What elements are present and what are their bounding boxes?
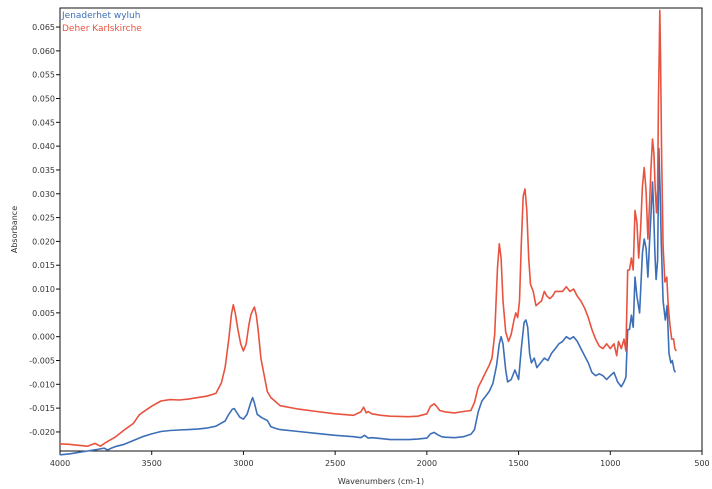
y-tick-label: 0.055 <box>32 71 55 80</box>
x-tick-label: 1500 <box>508 459 528 468</box>
y-tick-label: 0.010 <box>32 285 55 294</box>
y-tick-label: 0.050 <box>32 95 55 104</box>
y-tick-label: 0.045 <box>32 118 55 127</box>
legend: Jenaderhet wyluh Deher Karlskirche <box>61 11 142 34</box>
legend-entry-jenaderhet-wyluh: Jenaderhet wyluh <box>61 11 140 21</box>
y-axis-title: Absorbance <box>10 206 19 253</box>
x-tick-label: 500 <box>694 459 709 468</box>
y-tick-label: 0.060 <box>32 47 55 56</box>
y-tick-label: 0.020 <box>32 237 55 246</box>
x-tick-label: 2000 <box>417 459 437 468</box>
y-tick-label: -0.005 <box>29 356 55 365</box>
x-tick-label: 3500 <box>142 459 162 468</box>
x-axis-ticks: 4000 3500 3000 2500 2000 1500 1000 500 <box>50 451 710 468</box>
x-tick-label: 1000 <box>600 459 620 468</box>
y-tick-label: -0.020 <box>29 428 55 437</box>
plot-area-frame <box>59 7 703 452</box>
legend-entry-deher-karlskirche: Deher Karlskirche <box>62 24 142 34</box>
y-tick-label: -0.010 <box>29 380 55 389</box>
y-tick-label: 0.005 <box>32 309 55 318</box>
y-axis-ticks: -0.020 -0.015 -0.010 -0.005 0.000 0.005 0.010 0… <box>29 23 60 437</box>
y-tick-label: 0.025 <box>32 214 55 223</box>
y-tick-label: 0.065 <box>32 23 55 32</box>
y-tick-label: 0.000 <box>32 333 55 342</box>
series-line-deher-karlskirche <box>59 9 677 447</box>
x-axis-title: Wavenumbers (cm-1) <box>338 477 424 486</box>
x-tick-label: 3000 <box>233 459 253 468</box>
y-tick-label: 0.030 <box>32 190 55 199</box>
y-tick-label: -0.015 <box>29 404 55 413</box>
y-tick-label: 0.040 <box>32 142 55 151</box>
x-tick-label: 4000 <box>50 459 70 468</box>
series-line-jenaderhet-wyluh <box>59 147 677 456</box>
series-layer <box>59 9 677 456</box>
y-tick-label: 0.035 <box>32 166 55 175</box>
x-tick-label: 2500 <box>325 459 345 468</box>
y-tick-label: 0.015 <box>32 261 55 270</box>
